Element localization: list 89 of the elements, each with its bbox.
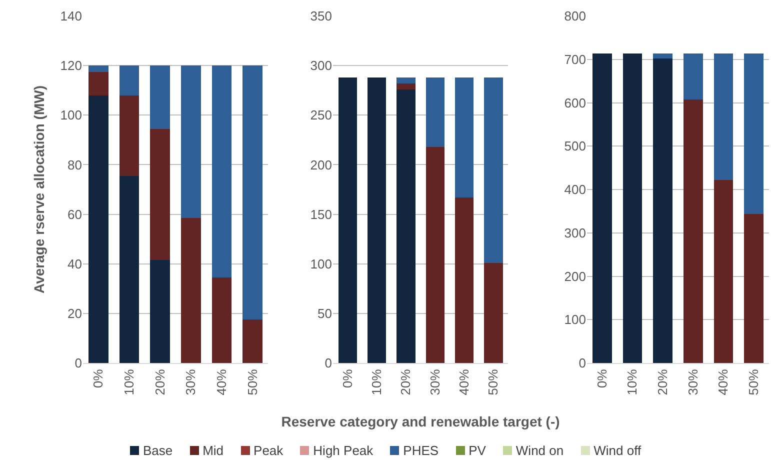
y-tick-label: 100 xyxy=(60,108,82,123)
y-tick-label: 0 xyxy=(324,356,332,371)
y-tick-label: 100 xyxy=(310,256,332,272)
bar xyxy=(653,54,673,59)
y-tick-label: 100 xyxy=(564,312,586,328)
bar xyxy=(622,54,642,363)
bar xyxy=(88,72,108,96)
y-tick-label: 400 xyxy=(564,182,586,198)
bar xyxy=(150,66,170,129)
y-tick-label: 700 xyxy=(564,52,586,67)
bar xyxy=(88,66,108,72)
x-tick-label: 30% xyxy=(427,368,442,396)
y-tick-label: 500 xyxy=(564,138,586,154)
y-tick-label: 150 xyxy=(310,206,332,222)
x-tick-label: 50% xyxy=(244,368,260,396)
x-tick-label: 50% xyxy=(746,368,762,396)
x-tick-label: 30% xyxy=(183,368,198,396)
x-tick-label: 40% xyxy=(456,368,472,396)
bar xyxy=(484,262,503,363)
x-tick-label: 50% xyxy=(486,368,501,396)
y-tick-label: 120 xyxy=(60,58,82,74)
x-tick-label: 20% xyxy=(655,368,670,396)
y-tick-label: 350 xyxy=(310,8,332,24)
bar xyxy=(150,128,170,260)
bar xyxy=(119,66,140,96)
legend-label: PHES xyxy=(403,443,439,458)
y-tick-label: 300 xyxy=(564,225,586,240)
bar xyxy=(181,66,201,218)
x-tick-label: 40% xyxy=(214,368,229,396)
bar xyxy=(484,77,503,263)
bar xyxy=(119,176,140,363)
bar xyxy=(454,197,474,363)
legend-label: PV xyxy=(468,443,486,458)
legend-label: Mid xyxy=(202,443,224,458)
x-tick-label: 10% xyxy=(121,368,136,396)
bar xyxy=(683,99,703,363)
bar xyxy=(150,260,170,363)
y-tick-label: 200 xyxy=(564,268,586,284)
y-tick-label: 140 xyxy=(60,8,82,24)
x-tick-label: 0% xyxy=(340,368,355,388)
bar xyxy=(338,77,357,363)
y-tick-label: 200 xyxy=(310,157,332,172)
y-tick-label: 60 xyxy=(68,206,82,222)
y-axis-title: Average rserve allocation (MW) xyxy=(30,86,47,294)
legend-label: Peak xyxy=(254,443,284,458)
bar xyxy=(653,58,673,363)
bar xyxy=(88,95,108,363)
bar xyxy=(592,54,612,363)
legend-label: High Peak xyxy=(313,443,374,458)
legend-label: Wind off xyxy=(594,443,642,458)
y-tick-label: 800 xyxy=(564,8,586,24)
bar xyxy=(181,218,201,363)
bar xyxy=(242,66,262,320)
legend-label: Wind on xyxy=(516,443,564,458)
y-tick-label: 80 xyxy=(68,157,82,172)
bar xyxy=(396,89,416,363)
bar xyxy=(683,54,703,100)
y-tick-label: 0 xyxy=(74,356,82,371)
y-tick-label: 40 xyxy=(68,256,82,272)
bar xyxy=(212,277,232,363)
bar xyxy=(396,77,416,84)
bar xyxy=(242,320,262,363)
x-tick-label: 30% xyxy=(685,368,700,396)
x-tick-label: 0% xyxy=(90,368,106,388)
x-tick-label: 10% xyxy=(368,368,384,396)
y-tick-label: 600 xyxy=(564,95,586,110)
bar xyxy=(714,54,734,180)
bar xyxy=(744,214,764,363)
x-tick-label: 0% xyxy=(594,368,610,388)
x-tick-label: 10% xyxy=(624,368,640,396)
y-tick-label: 300 xyxy=(310,58,332,74)
y-tick-label: 0 xyxy=(578,356,586,371)
x-tick-label: 20% xyxy=(152,368,168,396)
bar xyxy=(426,146,444,363)
y-tick-label: 250 xyxy=(310,108,332,123)
bar xyxy=(367,77,386,363)
bar xyxy=(426,77,444,147)
legend-label: Base xyxy=(142,443,173,458)
bar xyxy=(744,54,764,214)
x-axis-title: Reserve category and renewable target (-) xyxy=(281,414,560,430)
y-tick-label: 20 xyxy=(68,306,82,321)
bar xyxy=(454,77,474,198)
y-tick-label: 50 xyxy=(318,306,332,321)
x-tick-label: 20% xyxy=(398,368,414,396)
x-tick-label: 40% xyxy=(716,368,731,396)
bar xyxy=(396,83,416,90)
bar xyxy=(119,95,140,176)
bar xyxy=(714,180,734,363)
bar xyxy=(212,66,232,278)
